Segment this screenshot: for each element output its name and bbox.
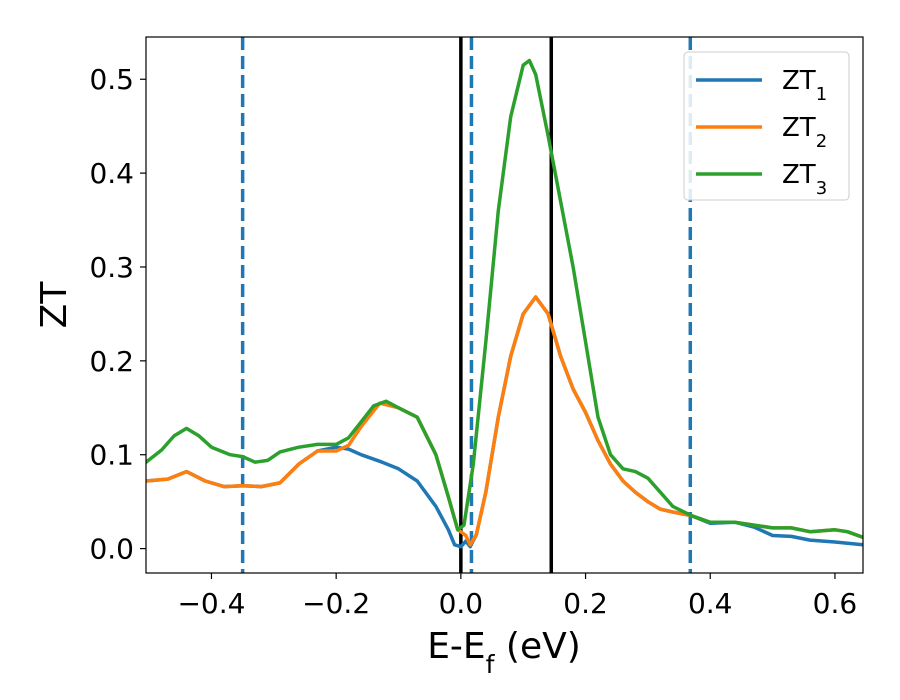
- x-axis-label: E-Ef (eV): [427, 626, 581, 679]
- y-axis-label: ZT: [34, 281, 75, 329]
- reference-lines: [240, 37, 693, 573]
- x-tick-label: 0.0: [439, 587, 484, 620]
- y-axis: 0.0 0.1 0.2 0.3 0.4 0.5: [89, 63, 146, 566]
- series-line-2: [146, 295, 863, 547]
- series-line-3: [146, 58, 863, 540]
- y-tick-label: 0.4: [89, 157, 134, 190]
- series-lines: [146, 58, 863, 549]
- series-line-1: [146, 295, 863, 549]
- x-tick-label: 0.6: [813, 587, 858, 620]
- legend-label-3: ZT3: [782, 160, 827, 199]
- plot-frame: [145, 36, 864, 574]
- legend-label-2: ZT2: [782, 113, 827, 152]
- x-axis: −0.4 −0.2 0.0 0.2 0.4 0.6: [177, 573, 857, 620]
- y-tick-label: 0.0: [89, 533, 134, 566]
- y-tick-label: 0.2: [89, 345, 134, 378]
- y-tick-label: 0.3: [89, 251, 134, 284]
- y-tick-label: 0.5: [89, 63, 134, 96]
- x-tick-label: 0.4: [688, 587, 733, 620]
- legend-label-1: ZT1: [782, 66, 827, 105]
- legend: ZT1 ZT2 ZT3: [683, 51, 850, 201]
- x-tick-label: −0.2: [302, 587, 370, 620]
- x-tick-label: 0.2: [563, 587, 608, 620]
- legend-box: [683, 51, 850, 201]
- y-tick-label: 0.1: [89, 439, 134, 472]
- x-tick-label: −0.4: [177, 587, 245, 620]
